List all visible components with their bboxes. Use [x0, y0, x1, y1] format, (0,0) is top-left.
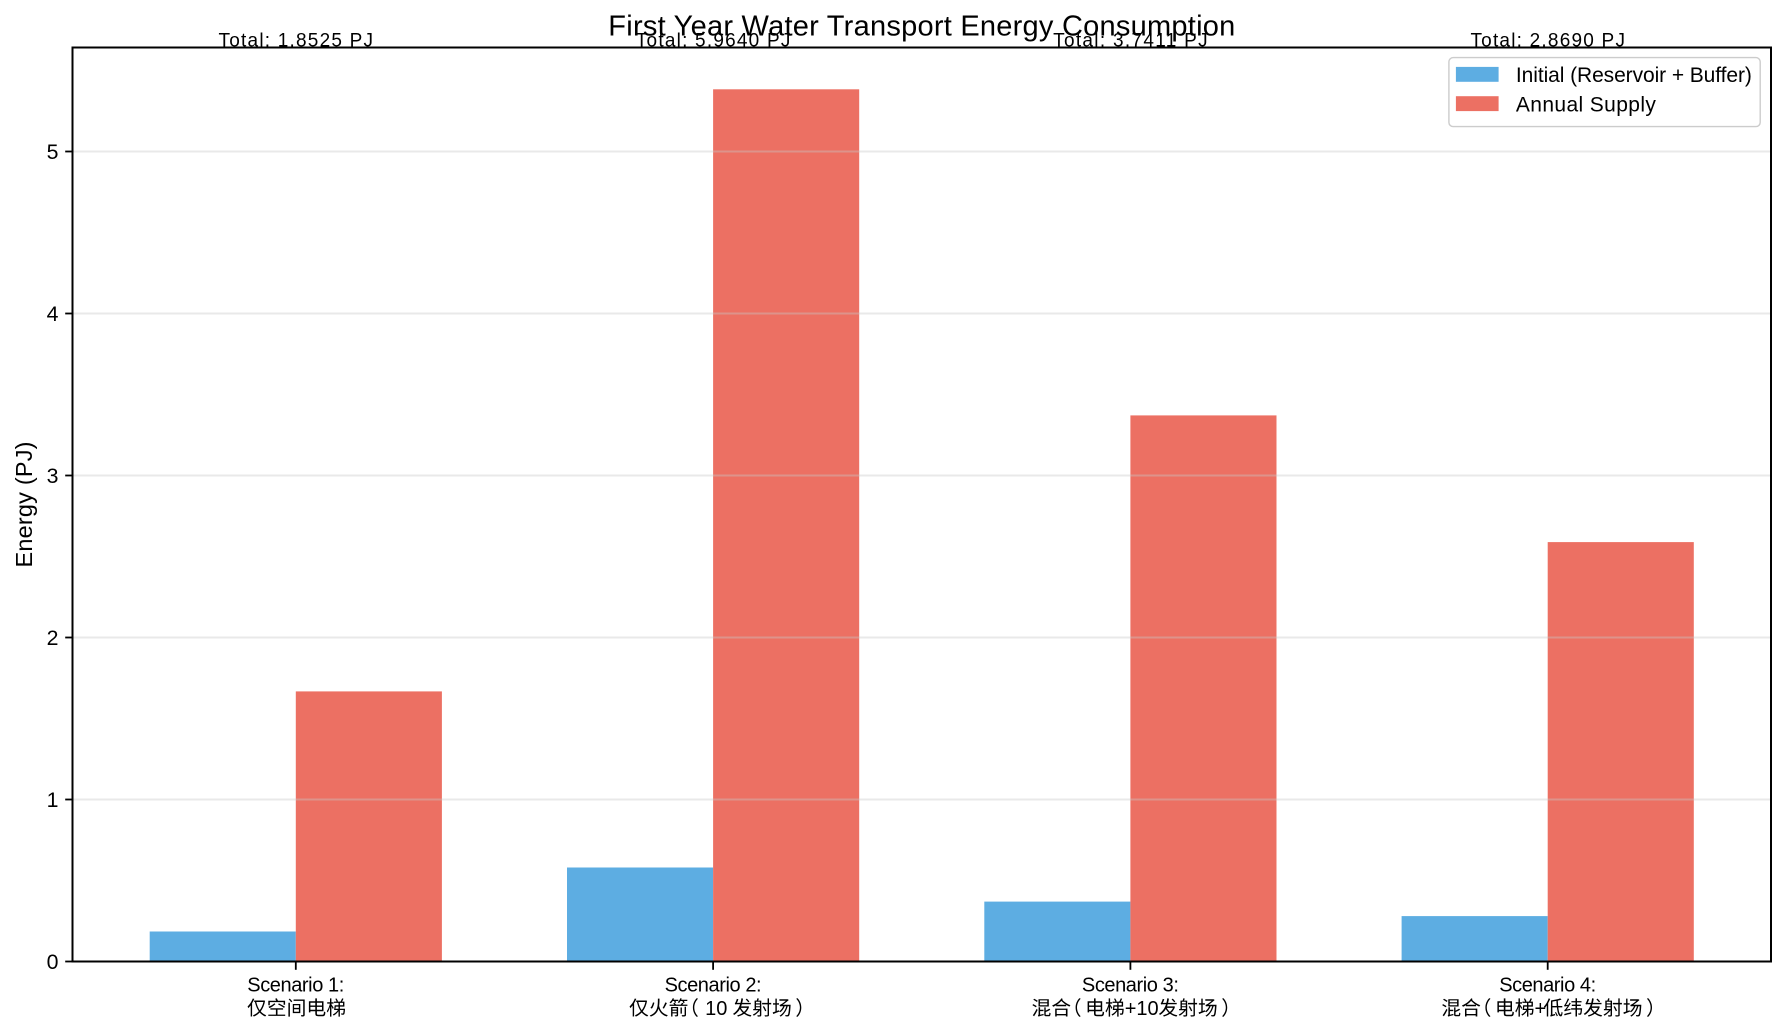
svg-text:2: 2 [47, 626, 59, 650]
svg-text:Initial (Reservoir + Buffer): Initial (Reservoir + Buffer) [1516, 64, 1752, 87]
svg-text:0: 0 [47, 950, 59, 974]
svg-text:Total: 5.9640 PJ: Total: 5.9640 PJ [636, 31, 791, 52]
svg-text:+: + [1535, 998, 1547, 1020]
svg-text:Scenario 3:: Scenario 3: [1082, 975, 1179, 997]
svg-text:4: 4 [47, 302, 59, 326]
svg-text:Energy (PJ): Energy (PJ) [11, 442, 37, 568]
svg-text:Scenario 4:: Scenario 4: [1499, 975, 1596, 997]
svg-text:Annual Supply: Annual Supply [1516, 94, 1657, 117]
svg-text:Scenario 1:: Scenario 1: [247, 975, 344, 997]
svg-text:+10: +10 [1125, 998, 1159, 1020]
svg-text:10: 10 [705, 998, 727, 1020]
svg-text:Total: 1.8525 PJ: Total: 1.8525 PJ [219, 31, 374, 52]
svg-text:Scenario 2:: Scenario 2: [665, 975, 762, 997]
svg-text:5: 5 [47, 140, 59, 164]
svg-text:First Year Water Transport Ene: First Year Water Transport Energy Consum… [608, 11, 1235, 43]
svg-text:1: 1 [47, 788, 59, 812]
svg-text:Total: 2.8690 PJ: Total: 2.8690 PJ [1470, 31, 1625, 52]
svg-text:3: 3 [47, 464, 59, 488]
